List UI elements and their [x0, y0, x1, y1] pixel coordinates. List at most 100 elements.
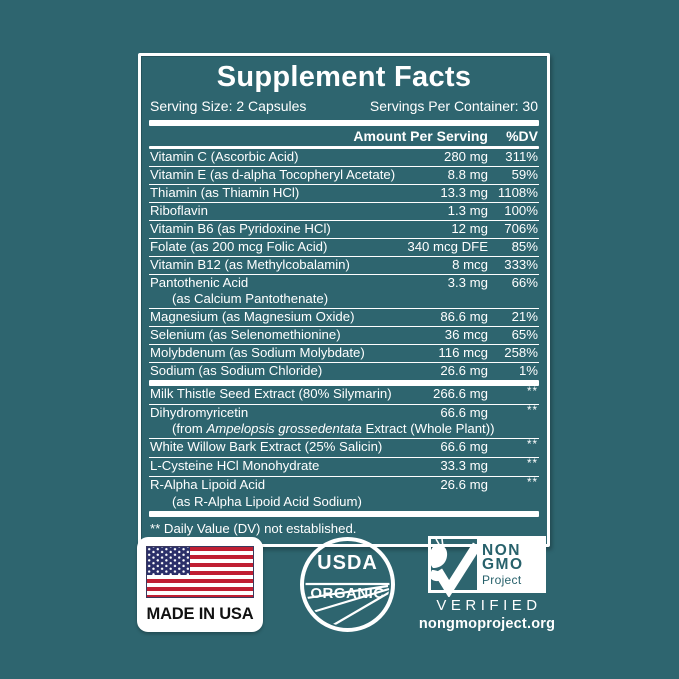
ingredient-line: L-Cysteine HCl Monohydrate 33.3 mg **: [150, 458, 538, 475]
ingredient-dv: 1108%: [497, 185, 538, 200]
ingredient-dv: **: [527, 458, 538, 470]
ingredient-amount: 36 mcg: [444, 326, 488, 342]
us-flag-canton-stars: [147, 547, 190, 575]
ingredient-line: Sodium (as Sodium Chloride) 26.6 mg 1%: [150, 362, 538, 379]
ingredient-dv: 59%: [511, 167, 538, 182]
table-row: Vitamin B12 (as Methylcobalamin) 8 mcg 333…: [149, 257, 539, 275]
ingredient-line: Folate (as 200 mcg Folic Acid) 340 mcg DF…: [150, 239, 538, 255]
non-gmo-url-text: nongmoproject.org: [418, 616, 556, 632]
ingredient-name: Sodium (as Sodium Chloride): [150, 362, 323, 378]
ingredient-line: Pantothenic Acid 3.3 mg 66%: [150, 275, 538, 291]
ingredient-line: Selenium (as Selenomethionine) 36 mcg 65%: [150, 326, 538, 343]
supplement-facts-panel: Supplement Facts Serving Size: 2 Capsule…: [138, 53, 550, 547]
ingredient-amount: 116 mcg: [438, 344, 488, 360]
ingredient-name: Riboflavin: [150, 203, 208, 218]
ingredient-amount: 280 mg: [444, 149, 488, 164]
ingredient-name: Selenium (as Selenomethionine): [150, 326, 341, 342]
ingredient-name: Vitamin B12 (as Methylcobalamin): [150, 257, 350, 272]
ingredient-name: Vitamin E (as d-alpha Tocopheryl Acetate…: [150, 167, 396, 182]
ingredient-name: Thiamin (as Thiamin HCl): [150, 185, 300, 200]
servings-per-container-text: Servings Per Container: 30: [369, 98, 538, 114]
ingredient-dv: **: [527, 439, 538, 451]
ingredient-dv: 65%: [511, 326, 538, 342]
section-divider-bar: [149, 379, 539, 386]
table-row: White Willow Bark Extract (25% Salicin) 6…: [149, 439, 539, 458]
table-row: Molybdenum (as Sodium Molybdate) 116 mcg 2…: [149, 345, 539, 363]
ingredient-name: Dihydromyricetin: [150, 404, 249, 420]
butterfly-checkmark-icon: [429, 538, 482, 597]
ingredient-amount: 340 mcg DFE: [407, 239, 488, 254]
made-in-usa-label: MADE IN USA: [146, 605, 254, 623]
subline-segment: (as R-Alpha Lipoid Acid Sodium): [172, 493, 362, 509]
vitamins-minerals-section: Vitamin C (Ascorbic Acid) 280 mg 311% Vitam…: [149, 149, 539, 380]
ingredient-line: Vitamin C (Ascorbic Acid) 280 mg 311%: [150, 149, 538, 165]
subline-segment: Ampelopsis grossedentata: [206, 421, 362, 436]
amount-column-header: Amount Per Serving: [353, 128, 488, 144]
column-header-row: Amount Per Serving %DV: [149, 126, 539, 146]
ingredient-name: Pantothenic Acid: [150, 275, 249, 290]
table-row: Magnesium (as Magnesium Oxide) 86.6 mg 21%: [149, 309, 539, 327]
organic-text: ORGANIC: [310, 585, 385, 602]
ingredient-subline: (from Ampelopsis grossedentata Extract (…: [150, 421, 538, 437]
ingredient-amount: 12 mg: [451, 221, 488, 236]
ingredient-subline: (as Calcium Pantothenate): [150, 291, 538, 307]
ingredient-subline: (as R-Alpha Lipoid Acid Sodium): [150, 494, 538, 510]
ingredient-line: Vitamin E (as d-alpha Tocopheryl Acetate…: [150, 167, 538, 183]
non-gmo-box: NON GMO Project: [428, 536, 546, 597]
ingredient-dv: 333%: [504, 257, 538, 272]
ingredient-name: Magnesium (as Magnesium Oxide): [150, 308, 355, 324]
ingredient-amount: 13.3 mg: [440, 185, 488, 200]
non-gmo-wordmark: NON GMO Project: [477, 539, 543, 590]
ingredient-dv: **: [527, 404, 538, 417]
serving-info-row: Serving Size: 2 Capsules Servings Per Co…: [149, 98, 539, 120]
daily-value-footnote: ** Daily Value (DV) not established.: [150, 520, 357, 536]
non-gmo-project-badge: NON GMO Project VERIFIED nongmoproject.o…: [419, 536, 555, 632]
ingredient-dv: 706%: [504, 221, 538, 236]
botanical-blend-section: Milk Thistle Seed Extract (80% Silymarin…: [149, 386, 539, 511]
ingredient-name: L-Cysteine HCl Monohydrate: [150, 458, 320, 473]
ingredient-name: Molybdenum (as Sodium Molybdate): [150, 344, 365, 360]
table-row: Pantothenic Acid 3.3 mg 66% (as Calcium Pan…: [149, 275, 539, 309]
table-row: Selenium (as Selenomethionine) 36 mcg 65%: [149, 327, 539, 345]
table-row: L-Cysteine HCl Monohydrate 33.3 mg **: [149, 458, 539, 477]
ingredient-amount: 86.6 mg: [440, 308, 488, 324]
verified-text: VERIFIED: [436, 597, 542, 614]
ingredient-dv: 85%: [511, 239, 538, 254]
ingredient-line: Molybdenum (as Sodium Molybdate) 116 mcg 2…: [150, 344, 538, 361]
table-row: Vitamin B6 (as Pyridoxine HCl) 12 mg 706%: [149, 221, 539, 239]
table-row: Riboflavin 1.3 mg 100%: [149, 203, 539, 221]
subline-segment: (as Calcium Pantothenate): [172, 290, 329, 306]
subline-segment: (from: [172, 421, 207, 436]
ingredient-name: White Willow Bark Extract (25% Salicin): [150, 439, 383, 454]
ingredient-dv: 258%: [504, 344, 538, 360]
table-row: Milk Thistle Seed Extract (80% Silymarin…: [149, 386, 539, 405]
table-row: Vitamin E (as d-alpha Tocopheryl Acetate…: [149, 167, 539, 185]
ingredient-line: Dihydromyricetin 66.6 mg **: [150, 404, 538, 422]
ingredient-amount: 26.6 mg: [440, 362, 488, 378]
ingredient-dv: 311%: [505, 149, 538, 164]
table-row: Thiamin (as Thiamin HCl) 13.3 mg 1108%: [149, 185, 539, 203]
ingredient-line: Magnesium (as Magnesium Oxide) 86.6 mg 21%: [150, 308, 538, 325]
header-divider-bar: [149, 146, 539, 149]
ingredient-amount: 8.8 mg: [447, 167, 488, 182]
ingredient-line: Riboflavin 1.3 mg 100%: [150, 203, 538, 219]
ingredient-amount: 33.3 mg: [440, 458, 488, 473]
project-text: Project: [482, 572, 522, 587]
ingredient-amount: 266.6 mg: [433, 385, 488, 401]
usda-organic-seal: USDA ORGANIC: [300, 537, 395, 632]
ingredient-amount: 66.6 mg: [440, 439, 488, 454]
table-row: Dihydromyricetin 66.6 mg ** (from Ampelopsi…: [149, 404, 539, 439]
ingredient-name: R-Alpha Lipoid Acid: [150, 477, 266, 492]
ingredient-dv: **: [527, 477, 538, 489]
table-row: Folate (as 200 mcg Folic Acid) 340 mcg DF…: [149, 239, 539, 257]
ingredient-dv: 100%: [504, 203, 538, 218]
ingredient-line: Milk Thistle Seed Extract (80% Silymarin…: [150, 385, 538, 403]
ingredient-name: Vitamin C (Ascorbic Acid): [150, 149, 299, 164]
section-divider-bar: [149, 120, 539, 126]
ingredient-dv: 21%: [511, 308, 538, 324]
ingredient-dv: 1%: [518, 362, 538, 378]
subline-segment: Extract (Whole Plant)): [361, 421, 495, 436]
ingredient-amount: 3.3 mg: [447, 275, 488, 290]
us-flag-icon: [146, 546, 254, 598]
